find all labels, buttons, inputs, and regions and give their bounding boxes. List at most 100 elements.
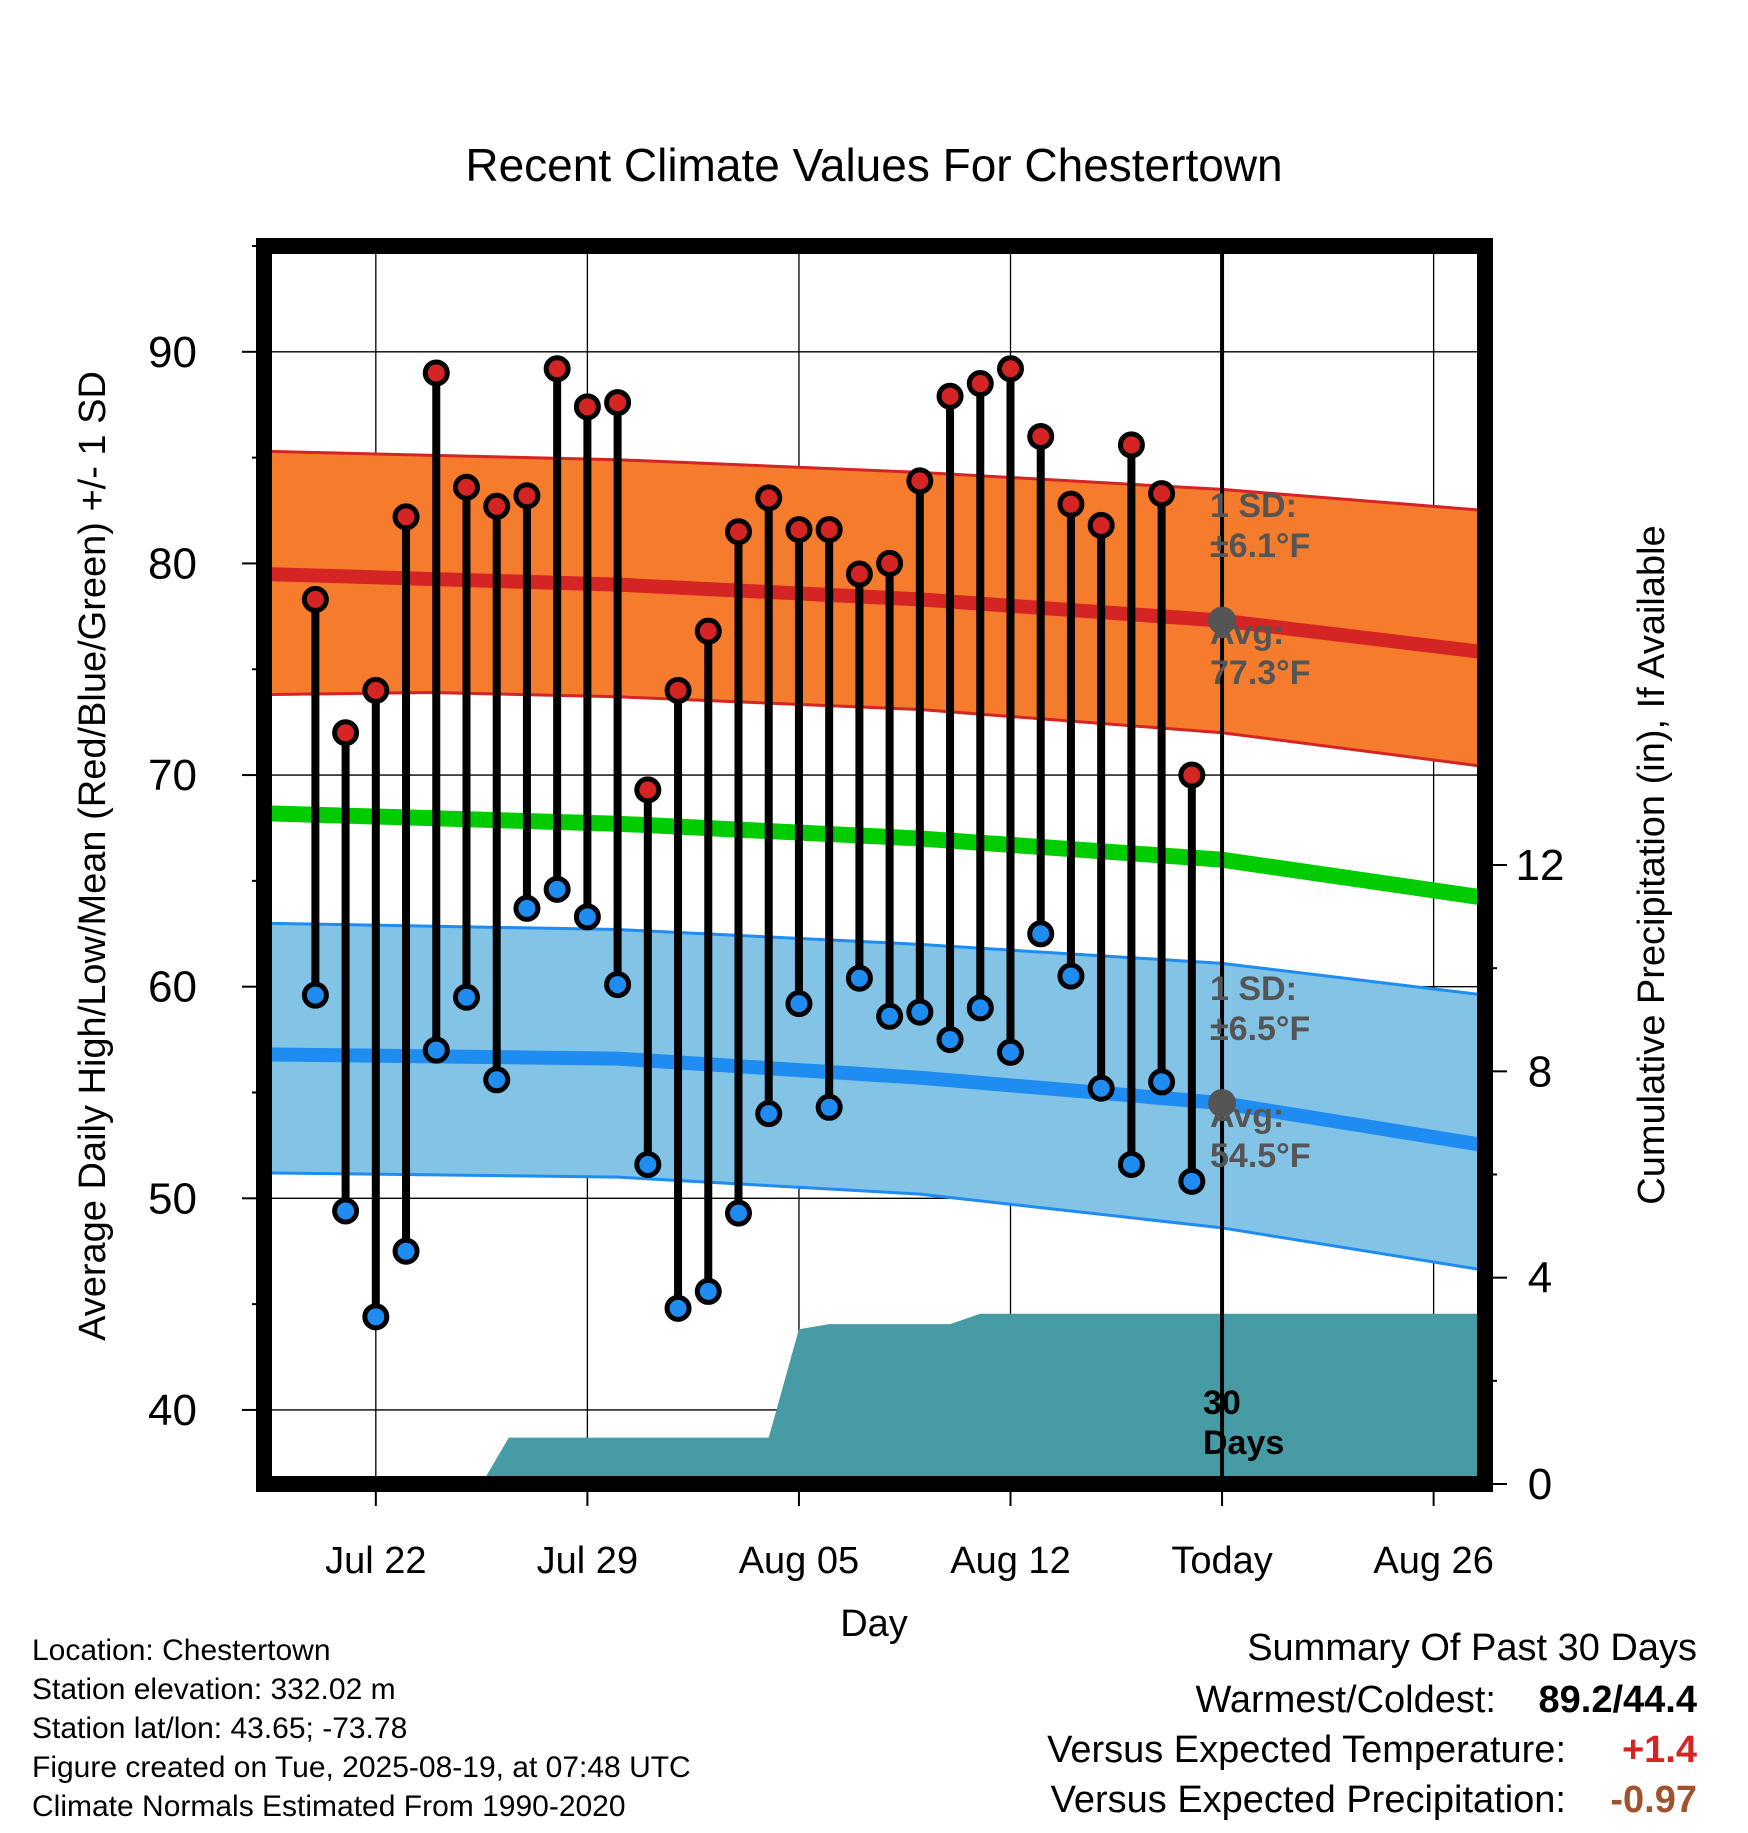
daily-high-point [755,484,783,512]
daily-high-point [1178,761,1206,789]
today-days-label-line: 30 [1203,1384,1241,1422]
daily-low-point [785,990,813,1018]
daily-high-point [1057,490,1085,518]
daily-high-point [1117,431,1145,459]
daily-high-point [362,676,390,704]
y2-tick-label: 4 [1528,1254,1552,1303]
daily-low-point [724,1199,752,1227]
y-tick-label: 40 [148,1386,197,1435]
plot-frame [256,238,1493,1492]
low-sd-annotation: 1 SD: ±6.5°F [1210,970,1310,1048]
low-sd-lower-edge [264,1171,1485,1272]
today-normal-low-marker [1208,1089,1237,1118]
y-tick-label: 90 [148,328,197,377]
daily-low-point [332,1197,360,1225]
daily-low-point [997,1038,1025,1066]
daily-high-point [664,676,692,704]
summary-panel: Summary Of Past 30 Days Warmest/Coldest:… [1047,1627,1697,1821]
warm-cold-value: 89.2/44.4 [1539,1679,1697,1721]
daily-low-point [664,1294,692,1322]
high-sd-annotation: 1 SD: ±6.1°F [1210,487,1310,565]
y-tick-label: 70 [148,751,197,800]
high-sd-annotation-line: 1 SD: [1210,487,1297,525]
daily-high-point [543,355,571,383]
daily-high-point [1027,422,1055,450]
plot-content [264,246,1485,1484]
daily-low-point [755,1100,783,1128]
daily-low-point [845,964,873,992]
station-info: Location: Chestertown Station elevation:… [32,1634,691,1823]
daily-high-point [1148,480,1176,508]
y2-axis-label: Cumulative Precipitation (in), If Availa… [1631,525,1673,1204]
low-avg-annotation-line: 54.5°F [1210,1137,1311,1175]
y2-tick-label: 8 [1528,1047,1552,1096]
daily-low-point [483,1066,511,1094]
low-sd-annotation-line: 1 SD: [1210,970,1297,1008]
normal-mean-line [264,805,1485,906]
warm-cold-label: Warmest/Coldest: [1195,1679,1496,1721]
daily-low-point [573,903,601,931]
daily-high-point [573,393,601,421]
low-sd-annotation-line: ±6.5°F [1210,1010,1310,1048]
low-avg-annotation: Avg: 54.5°F [1210,1097,1311,1175]
daily-low-point [513,894,541,922]
daily-low-point [301,981,329,1009]
x-tick-label: Jul 22 [325,1540,426,1582]
daily-high-point [1087,511,1115,539]
normals-text: Climate Normals Estimated From 1990-2020 [32,1790,626,1823]
precipitation-area [481,1313,1485,1484]
daily-high-point [483,492,511,520]
high-avg-annotation-line: 77.3°F [1210,654,1311,692]
precip-label: Versus Expected Precipitation: [1051,1779,1566,1821]
daily-low-point [392,1237,420,1265]
temp-value: +1.4 [1622,1729,1697,1771]
daily-high-point [392,503,420,531]
today-days-label: 30 Days [1203,1384,1284,1462]
daily-high-point [513,482,541,510]
summary-heading: Summary Of Past 30 Days [1247,1627,1697,1669]
y2-tick-label: 0 [1528,1460,1552,1509]
daily-low-point [634,1150,662,1178]
location-text: Location: Chestertown [32,1634,331,1667]
x-tick-label: Aug 12 [950,1540,1070,1582]
daily-low-point [1087,1074,1115,1102]
daily-low-point [1027,920,1055,948]
x-tick-label: Aug 26 [1373,1540,1493,1582]
low-sd-band [264,923,1485,1271]
today-days-label-line: Days [1203,1424,1284,1462]
daily-low-point [815,1093,843,1121]
precip-value: -0.97 [1610,1779,1697,1821]
chart-title: Recent Climate Values For Chestertown [465,139,1282,191]
x-tick-label: Today [1171,1540,1272,1582]
daily-low-point [1117,1150,1145,1178]
daily-low-point [362,1303,390,1331]
y-tick-label: 60 [148,963,197,1012]
today-normal-high-marker [1208,606,1237,635]
daily-low-point [906,998,934,1026]
daily-high-point [724,518,752,546]
high-avg-annotation: Avg: 77.3°F [1210,614,1311,692]
daily-low-point [1057,962,1085,990]
daily-high-point [452,473,480,501]
daily-low-point [452,983,480,1011]
daily-low-point [543,875,571,903]
daily-low-point [422,1036,450,1064]
x-axis-label: Day [840,1603,908,1645]
high-sd-band [264,451,1485,767]
temp-label: Versus Expected Temperature: [1047,1729,1566,1771]
daily-low-point [966,994,994,1022]
daily-high-point [604,389,632,417]
daily-low-point [1148,1068,1176,1096]
daily-high-point [845,560,873,588]
y2-tick-label: 12 [1516,841,1565,890]
low-avg-annotation-line: Avg: [1210,1097,1284,1135]
daily-high-point [332,719,360,747]
daily-high-point [634,776,662,804]
latlon-text: Station lat/lon: 43.65; -73.78 [32,1712,407,1745]
high-sd-annotation-line: ±6.1°F [1210,527,1310,565]
daily-high-point [422,359,450,387]
daily-low-point [876,1002,904,1030]
